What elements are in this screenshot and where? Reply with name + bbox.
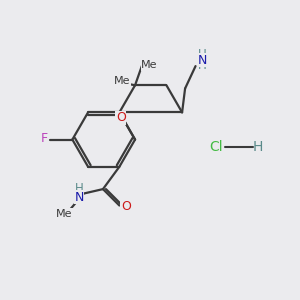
Text: Me: Me — [141, 60, 158, 70]
Text: N: N — [74, 191, 84, 204]
Text: O: O — [121, 200, 131, 213]
Text: Me: Me — [114, 76, 130, 86]
Text: H: H — [252, 140, 263, 154]
Text: H: H — [198, 59, 207, 72]
Text: H: H — [198, 48, 207, 61]
Text: Cl: Cl — [209, 140, 223, 154]
Text: F: F — [40, 133, 48, 146]
Text: N: N — [198, 54, 207, 67]
Text: H: H — [75, 182, 83, 195]
Text: Me: Me — [56, 208, 72, 219]
Text: O: O — [116, 111, 126, 124]
